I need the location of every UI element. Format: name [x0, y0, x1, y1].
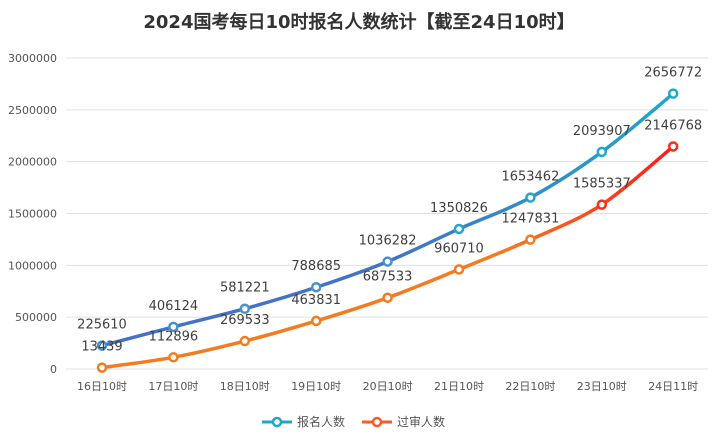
data-label: 1653462 — [501, 170, 559, 185]
data-label: 1036282 — [359, 234, 417, 249]
data-label: 960710 — [434, 241, 484, 256]
x-tick-label: 23日10时 — [577, 380, 627, 393]
data-point — [96, 340, 108, 351]
data-label: 2093907 — [573, 124, 631, 139]
data-label: 687533 — [363, 270, 413, 285]
data-point — [525, 192, 536, 203]
data-point — [453, 223, 465, 235]
y-tick-label: 500000 — [15, 311, 57, 324]
data-label: 269533 — [220, 313, 270, 328]
y-tick-label: 1500000 — [8, 208, 57, 221]
data-label: 13439 — [81, 340, 122, 355]
legend-marker-icon — [371, 416, 383, 428]
x-tick-label: 22日10时 — [505, 380, 555, 393]
x-tick-label: 20日10时 — [363, 380, 413, 393]
data-point — [168, 321, 179, 333]
x-tick-label: 21日10时 — [434, 380, 484, 393]
legend-label: 过审人数 — [397, 414, 445, 429]
legend-label: 报名人数 — [297, 414, 345, 429]
data-label: 1350826 — [430, 201, 488, 216]
data-point — [96, 362, 108, 373]
x-tick-label: 17日10时 — [148, 380, 198, 393]
data-label: 406124 — [149, 299, 199, 314]
data-point — [239, 335, 251, 347]
data-point — [310, 281, 322, 293]
data-label: 463831 — [291, 293, 341, 308]
x-tick-label: 24日11时 — [648, 380, 698, 393]
data-point — [310, 315, 322, 327]
data-label: 581221 — [220, 281, 270, 296]
data-point — [168, 352, 179, 363]
data-label: 2656772 — [644, 66, 702, 81]
data-point — [453, 264, 465, 275]
data-label: 2146768 — [644, 118, 702, 133]
data-point — [667, 88, 679, 99]
data-point — [239, 303, 251, 314]
x-tick-label: 16日10时 — [77, 380, 127, 393]
y-tick-label: 2000000 — [8, 156, 57, 169]
data-label: 112896 — [149, 329, 199, 344]
data-point — [667, 141, 679, 152]
data-point — [596, 199, 608, 210]
y-tick-label: 3000000 — [8, 52, 57, 65]
x-tick-label: 19日10时 — [291, 380, 341, 393]
data-label: 225610 — [77, 318, 127, 333]
data-label: 788685 — [291, 259, 341, 274]
data-point — [596, 146, 608, 158]
data-point — [382, 256, 393, 267]
data-point — [382, 292, 393, 303]
data-point — [525, 234, 536, 245]
y-tick-label: 2500000 — [8, 104, 57, 117]
data-label: 1247831 — [501, 212, 559, 227]
chart-title: 2024国考每日10时报名人数统计【截至24日10时】 — [143, 12, 575, 33]
y-tick-label: 0 — [50, 363, 57, 376]
y-tick-label: 1000000 — [8, 259, 57, 272]
legend-marker-icon — [271, 416, 283, 428]
data-label: 1585337 — [573, 177, 631, 192]
x-tick-label: 18日10时 — [220, 380, 270, 393]
